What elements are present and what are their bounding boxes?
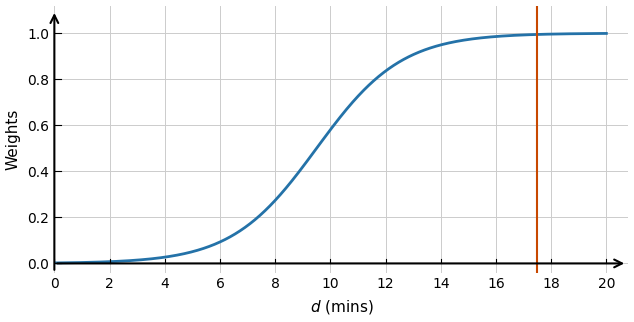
Y-axis label: Weights: Weights	[6, 109, 20, 170]
X-axis label: $d$ (mins): $d$ (mins)	[309, 298, 373, 317]
